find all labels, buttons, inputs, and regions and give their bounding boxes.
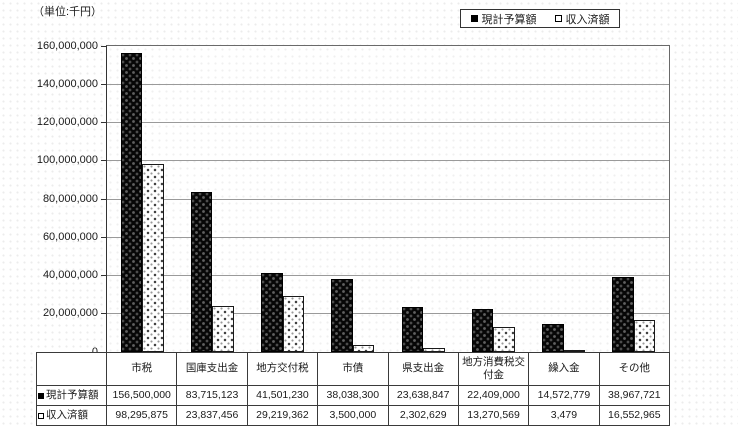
bar	[563, 350, 586, 352]
y-axis-tick-label: 0	[91, 345, 98, 358]
value-cell: 83,715,123	[176, 385, 248, 406]
row-header-content: 現計予算額	[38, 389, 105, 402]
bar	[612, 277, 634, 352]
bar	[261, 272, 283, 352]
open-square-icon	[554, 15, 562, 22]
y-axis-tick-label: 80,000,000	[42, 192, 98, 205]
gridline	[107, 275, 669, 276]
bar	[401, 306, 424, 352]
y-axis-tick	[101, 122, 106, 123]
data-table: 市税 国庫支出金 地方交付税 市債 県支出金 地方消費税交付金 繰入金 その他現計予算額 156…	[36, 352, 671, 426]
value-cell: 14,572,779	[528, 385, 600, 406]
value-cell: 41,501,230	[246, 385, 319, 406]
gridline	[107, 313, 669, 315]
row-header-label: 現計予算額	[46, 388, 99, 401]
value-cell: 13,270,569	[457, 405, 530, 426]
y-axis-tick	[101, 198, 106, 200]
column-header-cell: 県支出金	[387, 352, 459, 386]
y-axis-tick	[101, 45, 106, 47]
value-cell: 156,500,000	[105, 385, 178, 406]
column-header-cell: 国庫支出金	[176, 352, 248, 386]
y-axis-tick	[101, 160, 106, 162]
bar	[542, 324, 564, 352]
table-corner-cell	[36, 352, 107, 386]
unit-label: （単位:千円）	[33, 6, 103, 18]
value-cell: 23,638,847	[387, 385, 459, 406]
row-header-label: 収入済額	[46, 408, 88, 421]
bar	[190, 191, 213, 352]
bar	[493, 326, 515, 352]
bar	[120, 52, 143, 352]
gridline	[107, 236, 669, 238]
gridline	[107, 160, 669, 162]
gridline	[107, 83, 669, 85]
gridline	[107, 122, 669, 123]
column-header-cell: 地方消費税交付金	[457, 352, 530, 386]
row-header-cell: 現計予算額	[36, 385, 107, 406]
column-header-cell: 繰入金	[528, 352, 600, 386]
value-cell: 2,302,629	[387, 405, 459, 426]
legend: 現計予算額 収入済額	[460, 9, 620, 28]
value-cell: 38,967,721	[598, 385, 671, 406]
y-axis-tick-label: 20,000,000	[42, 307, 98, 320]
y-axis-tick-label: 140,000,000	[36, 77, 98, 90]
row-header-content: 収入済額	[38, 409, 105, 422]
value-cell: 23,837,456	[176, 405, 248, 426]
bar	[331, 279, 353, 352]
row-header-cell: 収入済額	[36, 405, 107, 426]
y-axis-tick	[101, 83, 106, 85]
value-cell: 38,038,300	[317, 385, 389, 406]
legend-item: 収入済額	[554, 11, 610, 27]
bar	[212, 306, 234, 352]
y-axis-tick	[101, 275, 106, 276]
legend-item: 現計予算額	[470, 11, 537, 27]
gridline	[107, 198, 669, 200]
value-cell: 98,295,875	[105, 405, 178, 426]
y-axis-tick-label: 60,000,000	[42, 230, 98, 243]
y-axis-tick-label: 100,000,000	[36, 154, 98, 167]
value-cell: 3,479	[528, 405, 600, 426]
bar	[471, 309, 494, 352]
table-row: 現計予算額 156,500,000 83,715,123 41,501,230 38,0…	[36, 385, 671, 406]
bar	[142, 164, 164, 352]
value-cell: 16,552,965	[598, 405, 671, 426]
value-cell: 29,219,362	[246, 405, 319, 426]
bar	[423, 347, 445, 352]
table-row: 収入済額 98,295,875 23,837,456 29,219,362 3,500,…	[36, 405, 671, 426]
filled-square-icon	[470, 15, 478, 22]
legend-label: 現計予算額	[481, 13, 537, 26]
table-header-row: 市税 国庫支出金 地方交付税 市債 県支出金 地方消費税交付金 繰入金 その他	[36, 352, 671, 386]
open-square-icon	[38, 412, 44, 419]
column-header-cell: 地方交付税	[246, 352, 319, 386]
column-header-cell: 市税	[105, 352, 178, 386]
value-cell: 3,500,000	[317, 405, 389, 426]
y-axis-tick-label: 120,000,000	[36, 116, 98, 128]
y-axis-tick-label: 160,000,000	[36, 39, 98, 52]
y-axis-tick	[101, 313, 106, 315]
filled-square-icon	[38, 392, 44, 399]
y-axis-tick-label: 40,000,000	[42, 269, 98, 281]
bar	[633, 320, 656, 352]
column-header-cell: 市債	[317, 352, 389, 386]
column-header-cell: その他	[598, 352, 671, 386]
bar	[352, 345, 375, 352]
y-axis-tick	[101, 236, 106, 238]
bar	[282, 296, 305, 352]
legend-label: 収入済額	[565, 13, 610, 26]
plot-area	[106, 45, 670, 353]
value-cell: 22,409,000	[457, 385, 530, 406]
